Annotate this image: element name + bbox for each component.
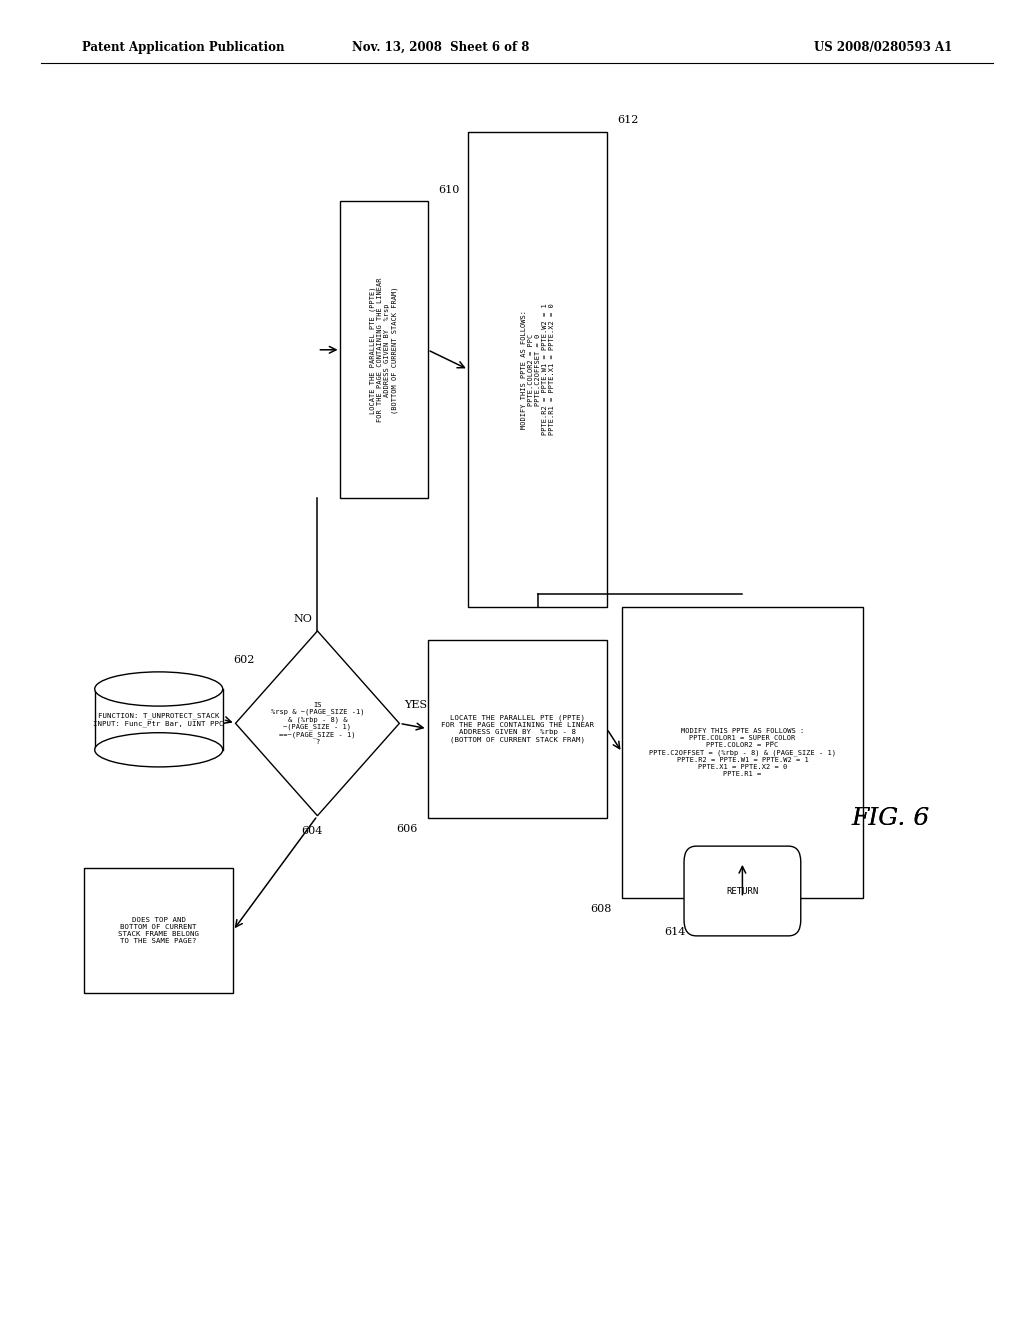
Text: IS
%rsp & ~(PAGE_SIZE -1)
& (%rbp - 8) &
~(PAGE_SIZE - 1)
==~(PAGE_SIZE - 1)
?: IS %rsp & ~(PAGE_SIZE -1) & (%rbp - 8) &… [270,702,365,744]
Text: 604: 604 [302,826,323,837]
Text: LOCATE THE PARALLEL PTE (PPTE)
FOR THE PAGE CONTAINING THE LINEAR
ADDRESS GIVEN : LOCATE THE PARALLEL PTE (PPTE) FOR THE P… [440,714,594,743]
FancyBboxPatch shape [428,639,606,817]
Text: NO: NO [294,614,312,624]
Text: US 2008/0280593 A1: US 2008/0280593 A1 [814,41,952,54]
Text: MODIFY THIS PPTE AS FOLLOWS :
PPTE.COLOR1 = SUPER_COLOR
PPTE.COLOR2 = PPC
PPTE.C: MODIFY THIS PPTE AS FOLLOWS : PPTE.COLOR… [649,727,836,777]
FancyBboxPatch shape [684,846,801,936]
FancyBboxPatch shape [340,202,428,499]
Text: YES: YES [404,700,428,710]
Text: Nov. 13, 2008  Sheet 6 of 8: Nov. 13, 2008 Sheet 6 of 8 [351,41,529,54]
Text: Patent Application Publication: Patent Application Publication [82,41,285,54]
Text: 606: 606 [396,824,418,834]
Text: DOES TOP AND
BOTTOM OF CURRENT
STACK FRAME BELONG
TO THE SAME PAGE?: DOES TOP AND BOTTOM OF CURRENT STACK FRA… [118,917,200,944]
Text: 614: 614 [665,927,686,937]
Ellipse shape [94,733,223,767]
Text: LOCATE THE PARALLEL PTE (PPTE)
FOR THE PAGE CONTAINING THE LINEAR
ADDRESS GIVEN : LOCATE THE PARALLEL PTE (PPTE) FOR THE P… [370,277,398,422]
Ellipse shape [94,672,223,706]
Polygon shape [236,631,399,816]
FancyBboxPatch shape [84,869,232,993]
FancyBboxPatch shape [94,689,223,750]
Text: 602: 602 [233,655,254,665]
Text: 608: 608 [591,904,611,915]
FancyBboxPatch shape [622,607,862,898]
Text: RETURN: RETURN [726,887,759,895]
Text: FIG. 6: FIG. 6 [852,807,930,830]
Text: FIG. 6: FIG. 6 [852,807,930,830]
Text: 612: 612 [616,115,638,125]
Text: MODIFY THIS PPTE AS FOLLOWS:
PPTE.COLOR2 = PPC
PPTE.C2OFFSET = 0
PPTE.R2 = PPTE.: MODIFY THIS PPTE AS FOLLOWS: PPTE.COLOR2… [520,304,555,436]
FancyBboxPatch shape [469,132,606,607]
Text: FUNCTION: T_UNPROTECT_STACK
INPUT: Func_Ptr Bar, UINT PPC: FUNCTION: T_UNPROTECT_STACK INPUT: Func_… [93,713,224,726]
Text: 610: 610 [438,185,459,195]
